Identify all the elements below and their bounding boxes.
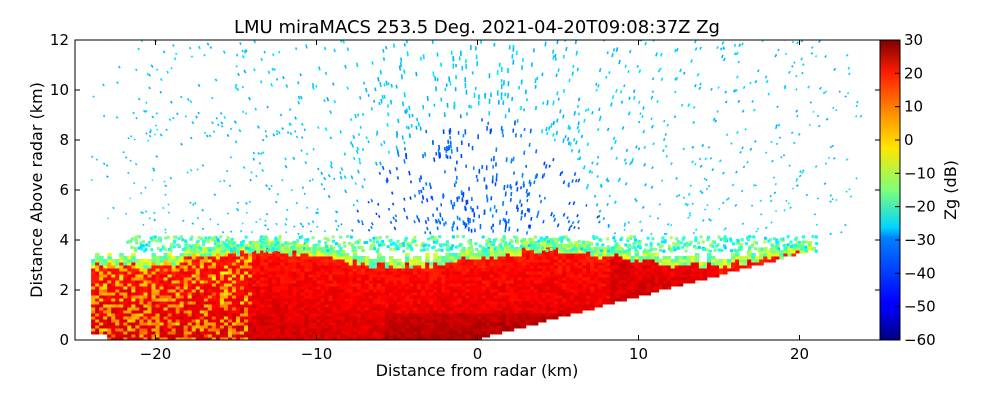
colorbar-tick-label: −60 (904, 331, 936, 349)
y-axis-label: Distance Above radar (km) (27, 82, 46, 298)
y-tick-label: 2 (59, 281, 69, 299)
colorbar-tick-label: −10 (904, 164, 936, 182)
chart-title: LMU miraMACS 253.5 Deg. 2021-04-20T09:08… (234, 17, 720, 38)
colorbar-ticks: 30 20 10 0 −10 −20 −30 −40 −50 −60 (895, 31, 936, 349)
colorbar-tick-label: −40 (904, 264, 936, 282)
y-tick-label: 6 (59, 181, 69, 199)
plot-area (91, 36, 862, 341)
colorbar-tick-label: 20 (904, 64, 923, 82)
y-tick-label: 8 (59, 131, 69, 149)
x-tick-label: −10 (301, 345, 333, 363)
x-axis-label: Distance from radar (km) (376, 361, 579, 380)
colorbar (880, 40, 900, 340)
x-tick-label: −20 (140, 345, 172, 363)
colorbar-tick-label: 0 (904, 131, 914, 149)
colorbar-tick-label: −30 (904, 231, 936, 249)
y-tick-label: 12 (50, 31, 69, 49)
colorbar-tick-label: 30 (904, 31, 923, 49)
precipitation-layer (91, 238, 816, 341)
colorbar-label: Zg (dB) (941, 160, 960, 220)
y-tick-label: 0 (59, 331, 69, 349)
colorbar-tick-label: −20 (904, 198, 936, 216)
colorbar-tick-label: −50 (904, 298, 936, 316)
noise-echoes (91, 36, 862, 235)
y-tick-label: 4 (59, 231, 69, 249)
colorbar-tick-label: 10 (904, 98, 923, 116)
x-tick-label: 10 (629, 345, 648, 363)
x-tick-label: 20 (790, 345, 809, 363)
y-tick-label: 10 (50, 81, 69, 99)
